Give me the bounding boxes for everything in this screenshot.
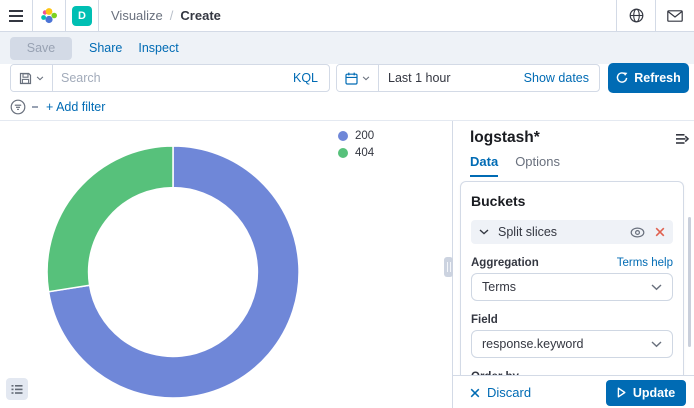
panel-footer: Discard Update xyxy=(453,375,694,408)
time-picker-quick-menu-button[interactable] xyxy=(337,65,379,91)
chevron-down-icon xyxy=(36,75,44,80)
discard-label: Discard xyxy=(487,385,532,400)
field-label-row: Field xyxy=(471,314,673,326)
refresh-button[interactable]: Refresh xyxy=(608,63,689,93)
breadcrumb-separator: / xyxy=(169,8,174,23)
save-button[interactable]: Save xyxy=(10,36,72,60)
breadcrumb-create: Create xyxy=(180,8,221,23)
query-language-button[interactable]: KQL xyxy=(292,71,318,85)
chevron-down-icon xyxy=(362,75,370,80)
donut-slice-200[interactable] xyxy=(47,145,300,399)
main-area: 200 404 logstash* xyxy=(0,120,694,408)
field-select[interactable]: response.keyword xyxy=(471,330,673,358)
time-range-button[interactable]: Last 1 hour xyxy=(388,71,451,85)
chevron-down-icon xyxy=(651,340,662,347)
share-button[interactable]: Share xyxy=(89,41,123,55)
newsfeed-button[interactable] xyxy=(655,0,694,31)
hamburger-icon xyxy=(9,9,23,22)
refresh-label: Refresh xyxy=(634,71,681,85)
legend-dot xyxy=(338,131,348,141)
index-pattern-title: logstash* xyxy=(470,129,540,146)
breadcrumb: Visualize / Create xyxy=(99,0,616,31)
tab-data[interactable]: Data xyxy=(470,154,499,177)
action-bar: Save Share Inspect xyxy=(0,32,694,64)
chevron-down-icon xyxy=(479,229,489,235)
vis-editor-panel: logstash* Data Options Buckets xyxy=(453,121,694,408)
filter-divider xyxy=(32,106,38,108)
aggregation-label: Aggregation xyxy=(471,257,539,269)
envelope-icon xyxy=(667,9,683,22)
menu-button[interactable] xyxy=(0,0,33,31)
remove-bucket-icon[interactable] xyxy=(655,227,665,237)
legend-label: 200 xyxy=(355,130,375,142)
play-icon xyxy=(617,387,626,398)
donut-chart[interactable] xyxy=(0,121,452,408)
aggregation-label-row: Aggregation Terms help xyxy=(471,257,673,269)
search-input[interactable] xyxy=(53,71,293,85)
chart-legend: 200 404 xyxy=(338,130,374,164)
legend-dot xyxy=(338,148,348,158)
saved-query-menu-button[interactable] xyxy=(11,65,53,91)
list-icon xyxy=(11,384,23,394)
update-button[interactable]: Update xyxy=(606,379,686,406)
cross-icon xyxy=(470,388,480,397)
breadcrumb-visualize[interactable]: Visualize xyxy=(111,8,163,23)
space-selector[interactable]: D xyxy=(66,0,99,31)
space-badge: D xyxy=(72,5,92,26)
buckets-card: Buckets Split slices xyxy=(460,181,684,408)
legend-toggle-button[interactable] xyxy=(6,378,28,400)
update-label: Update xyxy=(632,385,676,400)
refresh-icon xyxy=(616,72,628,83)
chart-area: 200 404 xyxy=(0,121,452,408)
panel-resize-handle[interactable] xyxy=(444,257,453,277)
buckets-heading: Buckets xyxy=(471,193,526,209)
terms-help-link[interactable]: Terms help xyxy=(616,257,673,269)
collapse-panel-button[interactable] xyxy=(675,132,690,146)
field-label: Field xyxy=(471,314,498,326)
panel-tabs: Data Options xyxy=(470,154,560,177)
query-bar: KQL xyxy=(10,64,330,92)
tab-options[interactable]: Options xyxy=(515,154,560,169)
split-slices-bucket-row[interactable]: Split slices xyxy=(471,220,673,244)
donut-slice-404[interactable] xyxy=(46,145,174,293)
menu-right-icon xyxy=(676,134,690,144)
query-row: KQL Last 1 hour Show dates xyxy=(0,63,694,94)
legend-item-200[interactable]: 200 xyxy=(338,130,374,142)
add-filter-button[interactable]: + Add filter xyxy=(46,100,106,114)
help-menu-button[interactable] xyxy=(616,0,655,31)
legend-label: 404 xyxy=(355,147,375,159)
home-logo[interactable] xyxy=(33,0,66,31)
field-value: response.keyword xyxy=(482,337,584,351)
show-dates-button[interactable]: Show dates xyxy=(523,71,589,85)
legend-item-404[interactable]: 404 xyxy=(338,147,374,159)
panel-scrollbar[interactable] xyxy=(688,217,691,347)
chevron-down-icon xyxy=(651,283,662,290)
eye-icon[interactable] xyxy=(630,226,645,238)
top-header: D Visualize / Create xyxy=(0,0,694,32)
floppy-disk-icon xyxy=(19,72,32,84)
time-picker: Last 1 hour Show dates xyxy=(336,64,600,92)
globe-icon xyxy=(629,8,643,23)
filter-options-button[interactable] xyxy=(10,99,26,115)
discard-button[interactable]: Discard xyxy=(470,385,531,400)
inspect-button[interactable]: Inspect xyxy=(138,41,179,55)
calendar-icon xyxy=(345,72,358,85)
aggregation-value: Terms xyxy=(482,280,517,294)
filter-circle-icon xyxy=(10,99,26,115)
bucket-label: Split slices xyxy=(498,225,558,239)
elastic-logo xyxy=(41,7,57,23)
aggregation-select[interactable]: Terms xyxy=(471,273,673,301)
filter-bar: + Add filter xyxy=(0,94,694,120)
